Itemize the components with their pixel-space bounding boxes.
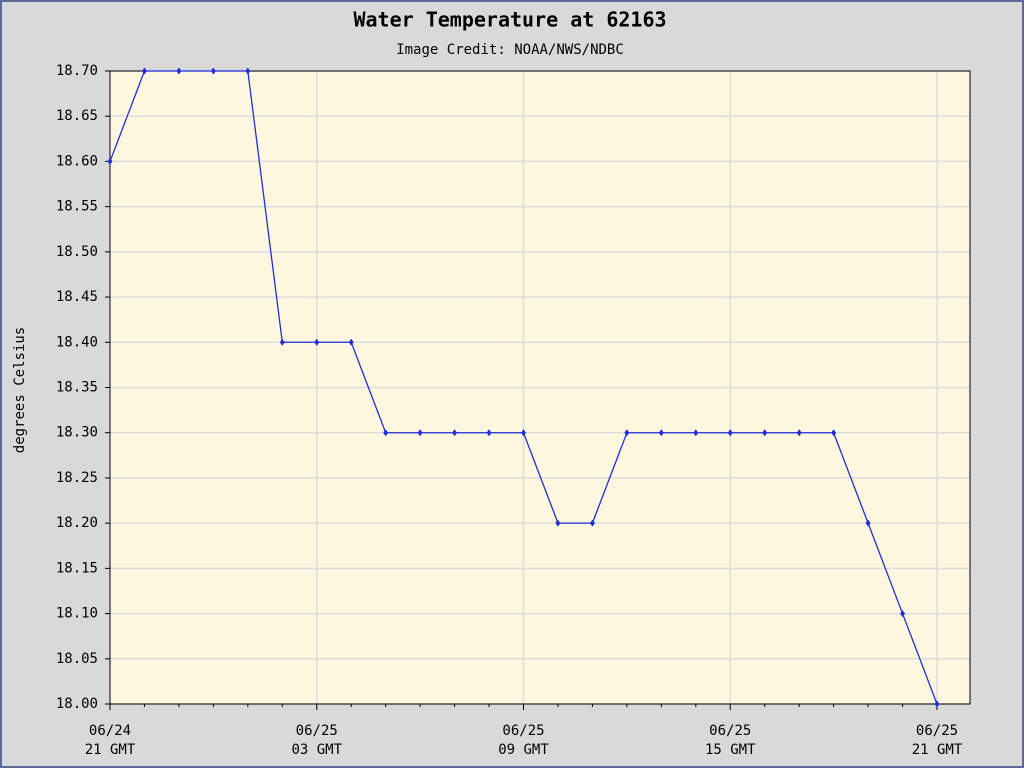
data-point [141, 67, 147, 75]
data-point [624, 429, 630, 437]
y-tick-label: 18.70 [56, 63, 98, 79]
data-point [693, 429, 699, 437]
y-tick-label: 18.30 [56, 425, 98, 441]
data-point [727, 429, 733, 437]
plot-border [109, 70, 971, 705]
data-point [658, 429, 664, 437]
y-tick-label: 18.45 [56, 289, 98, 305]
data-point [314, 338, 320, 346]
y-axis-label: degrees Celsius [12, 327, 28, 453]
data-point [107, 157, 113, 165]
y-tick-label: 18.65 [56, 108, 98, 124]
y-tick-label: 18.55 [56, 199, 98, 215]
y-tick-label: 18.25 [56, 470, 98, 486]
y-tick-label: 18.10 [56, 606, 98, 622]
data-point [521, 429, 526, 437]
data-point [934, 700, 940, 708]
data-point [417, 429, 423, 437]
data-point [486, 429, 492, 437]
data-point [279, 338, 285, 346]
x-tick-label: 15 GMT [705, 742, 756, 758]
x-tick-label: 21 GMT [85, 742, 136, 758]
data-point [865, 519, 871, 527]
data-point [176, 67, 182, 75]
data-point [900, 610, 906, 618]
data-point [245, 67, 251, 75]
data-point [210, 67, 216, 75]
data-point [383, 429, 389, 437]
data-point [589, 519, 595, 527]
x-tick-label: 06/24 [89, 723, 131, 739]
data-point [831, 429, 837, 437]
y-tick-label: 18.00 [56, 696, 98, 712]
x-tick-label: 06/25 [916, 723, 958, 739]
y-tick-label: 18.50 [56, 244, 98, 260]
y-tick-label: 18.60 [56, 153, 98, 169]
data-point [555, 519, 561, 527]
y-tick-label: 18.35 [56, 380, 98, 396]
y-tick-label: 18.40 [56, 334, 98, 350]
x-tick-label: 06/25 [502, 723, 544, 739]
y-tick-label: 18.15 [56, 560, 98, 576]
y-tick-label: 18.05 [56, 651, 98, 667]
x-tick-label: 09 GMT [498, 742, 549, 758]
data-point [348, 338, 354, 346]
x-tick-label: 03 GMT [291, 742, 342, 758]
data-point [796, 429, 802, 437]
x-tick-label: 06/25 [296, 723, 338, 739]
data-point [452, 429, 458, 437]
data-point [762, 429, 768, 437]
chart-title: Water Temperature at 62163 [353, 8, 666, 32]
y-tick-label: 18.20 [56, 515, 98, 531]
chart-subtitle: Image Credit: NOAA/NWS/NDBC [396, 42, 624, 58]
x-tick-label: 06/25 [709, 723, 751, 739]
x-tick-label: 21 GMT [912, 742, 963, 758]
